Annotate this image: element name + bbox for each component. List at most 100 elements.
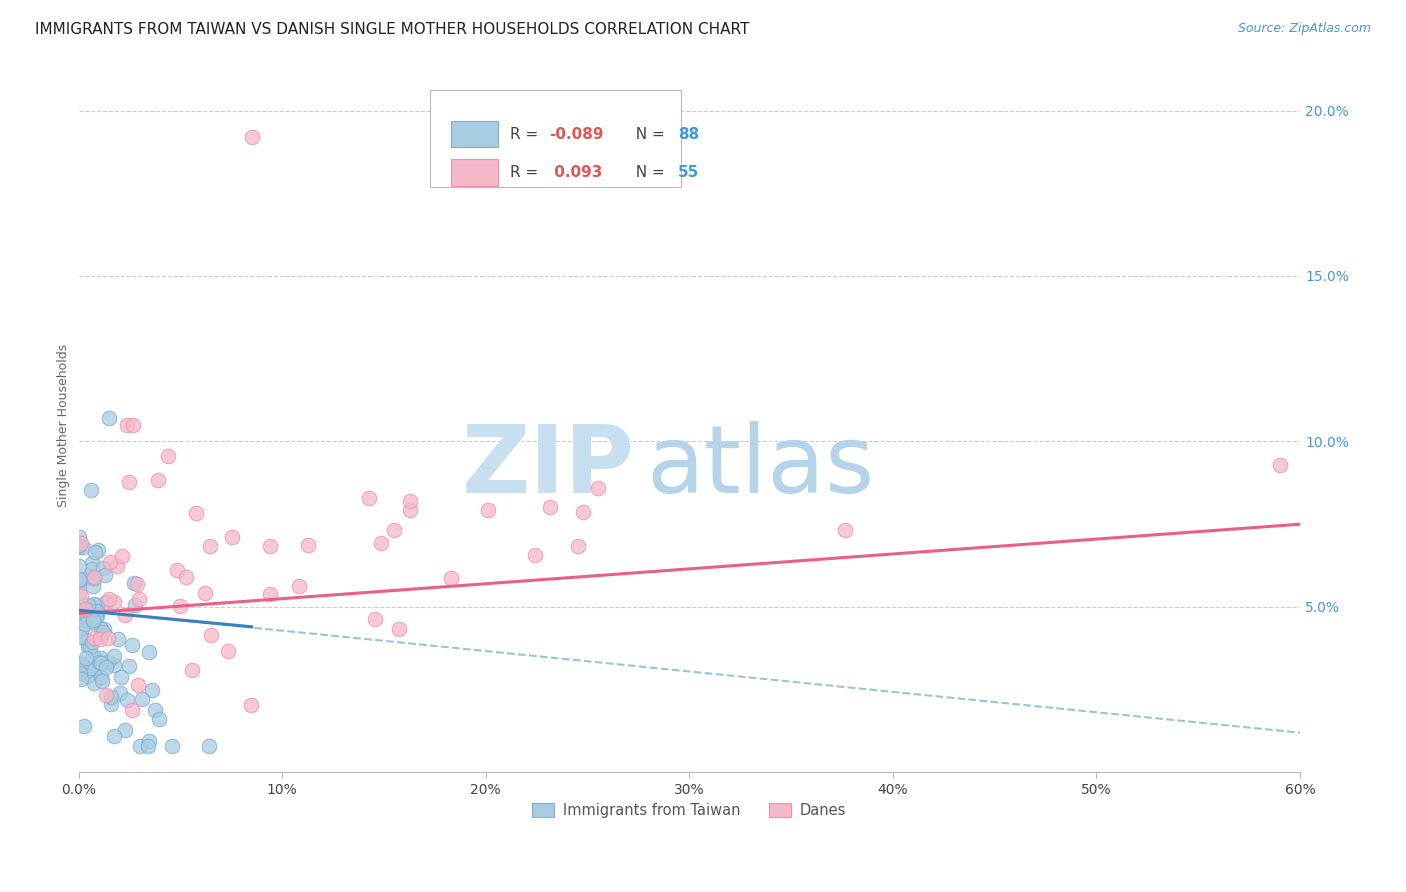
Point — [83, 675, 105, 690]
Point — [83, 597, 105, 611]
Point — [125, 577, 148, 591]
Point — [72, 541, 94, 555]
Point — [91, 674, 114, 689]
Point — [1268, 458, 1291, 472]
Point — [200, 628, 222, 642]
Point — [86, 604, 108, 618]
Point — [73, 617, 96, 632]
Point — [103, 729, 125, 743]
Point — [86, 608, 108, 623]
Point — [398, 494, 420, 508]
Point — [194, 585, 217, 599]
Point — [103, 595, 125, 609]
Text: 88: 88 — [678, 127, 700, 142]
Point — [122, 417, 145, 432]
Point — [91, 624, 114, 639]
Point — [75, 613, 97, 627]
Point — [69, 666, 91, 681]
Point — [70, 613, 93, 627]
Point — [82, 579, 104, 593]
Point — [221, 531, 243, 545]
Point — [90, 656, 112, 670]
Point — [148, 473, 170, 487]
Point — [84, 545, 107, 559]
Point — [98, 555, 121, 569]
Point — [76, 633, 98, 648]
Point — [76, 640, 98, 654]
Point — [76, 607, 98, 622]
Point — [89, 632, 111, 646]
Point — [136, 739, 159, 753]
Point — [90, 670, 112, 684]
Text: N =: N = — [626, 127, 669, 142]
Point — [89, 655, 111, 669]
Point — [138, 734, 160, 748]
Point — [834, 523, 856, 537]
Point — [105, 559, 128, 574]
Point — [169, 599, 191, 613]
Point — [128, 739, 150, 753]
Point — [107, 632, 129, 647]
Point — [73, 602, 96, 616]
Point — [115, 692, 138, 706]
Point — [111, 549, 134, 564]
Point — [259, 587, 281, 601]
Point — [86, 598, 108, 612]
Point — [75, 650, 97, 665]
Point — [70, 657, 93, 672]
Point — [357, 491, 380, 505]
Point — [80, 556, 103, 570]
Point — [67, 559, 90, 574]
Point — [127, 678, 149, 692]
Point — [239, 698, 262, 713]
Point — [118, 659, 141, 673]
Point — [156, 449, 179, 463]
Point — [80, 635, 103, 649]
Point — [84, 611, 107, 625]
Point — [370, 536, 392, 550]
Point — [103, 658, 125, 673]
Point — [138, 645, 160, 659]
Point — [79, 640, 101, 654]
Y-axis label: Single Mother Households: Single Mother Households — [58, 343, 70, 507]
Point — [82, 613, 104, 627]
Point — [70, 536, 93, 550]
Point — [524, 548, 547, 562]
Text: atlas: atlas — [647, 421, 875, 513]
Text: Source: ZipAtlas.com: Source: ZipAtlas.com — [1237, 22, 1371, 36]
Point — [70, 589, 93, 603]
Point — [83, 571, 105, 585]
Point — [174, 570, 197, 584]
Point — [67, 530, 90, 544]
Point — [117, 417, 139, 432]
Point — [297, 537, 319, 551]
Point — [67, 538, 90, 552]
Point — [122, 576, 145, 591]
Point — [388, 622, 411, 636]
Point — [67, 585, 90, 599]
Point — [567, 539, 589, 553]
Point — [90, 622, 112, 636]
FancyBboxPatch shape — [430, 90, 681, 187]
Text: -0.089: -0.089 — [548, 127, 603, 142]
Point — [83, 605, 105, 619]
Point — [94, 688, 117, 702]
Point — [571, 505, 593, 519]
Point — [91, 625, 114, 640]
Point — [131, 692, 153, 706]
Point — [114, 723, 136, 738]
Point — [70, 621, 93, 635]
Point — [77, 602, 100, 616]
Point — [100, 697, 122, 711]
Point — [83, 570, 105, 584]
Point — [69, 573, 91, 587]
Point — [538, 500, 561, 515]
FancyBboxPatch shape — [451, 160, 498, 186]
Point — [91, 561, 114, 575]
Point — [477, 503, 499, 517]
Legend: Immigrants from Taiwan, Danes: Immigrants from Taiwan, Danes — [526, 797, 852, 824]
Point — [114, 608, 136, 623]
Text: 0.093: 0.093 — [548, 165, 602, 180]
Point — [93, 622, 115, 636]
Point — [97, 632, 120, 646]
